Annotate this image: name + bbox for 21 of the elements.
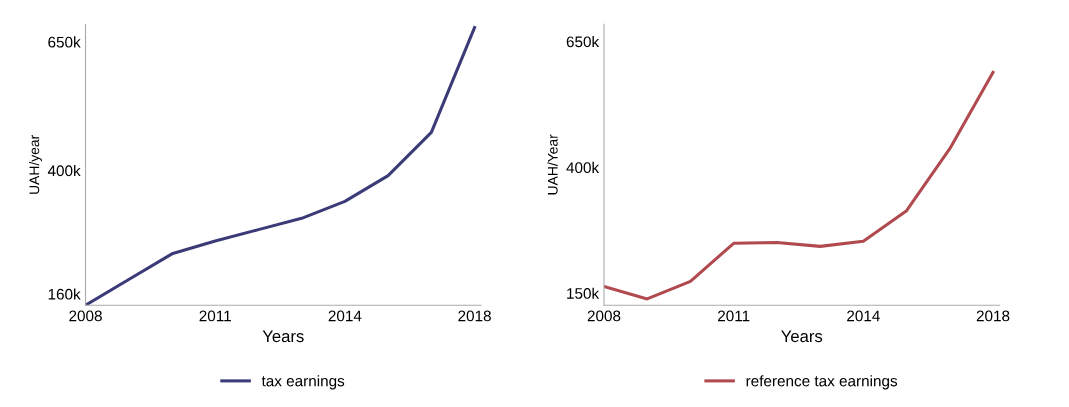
x-axis-title: Years [262,330,304,343]
y-tick-label: 650k [566,36,600,48]
line-series [603,70,995,301]
x-axis-title: Years [781,330,823,343]
x-tick-label: 2011 [199,310,231,322]
x-tick-label: 2008 [587,310,621,322]
x-tick-label: 2014 [328,310,362,322]
x-tick-label: 2018 [458,310,491,322]
x-tick-label: 2011 [718,310,750,322]
legend-label: reference tax earnings [746,375,898,390]
x-tick-label: 2008 [69,310,102,322]
x-tick-label: 2014 [847,310,880,322]
y-tick-label: 160k [48,288,81,300]
y-axis-title: UAH/Year [547,134,558,195]
x-tick-label: 2018 [976,310,1010,322]
y-tick-label: 150k [567,287,600,299]
legend-label: tax earnings [261,375,345,390]
y-tick-label: 650k [48,36,81,48]
y-tick-label: 400k [566,161,600,174]
y-axis-title: UAH/year [29,134,42,194]
y-tick-label: 400k [47,164,81,177]
